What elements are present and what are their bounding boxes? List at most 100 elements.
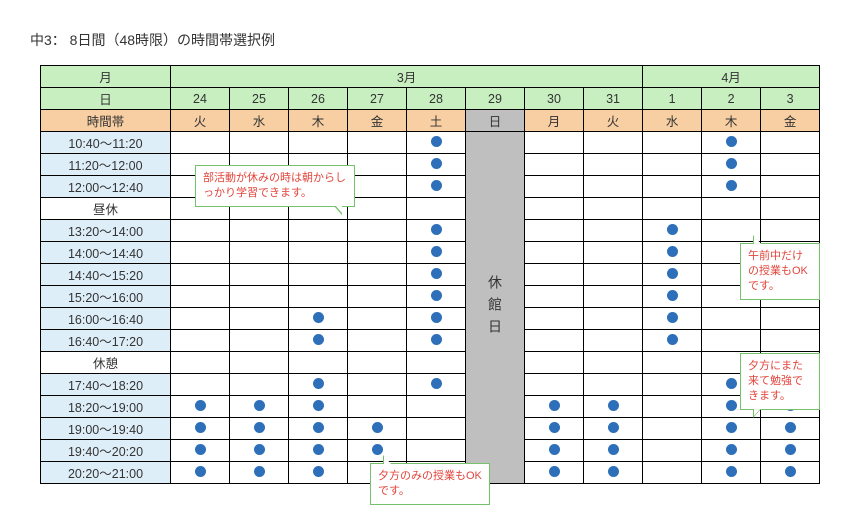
table-row: 休憩	[41, 352, 820, 374]
slot-cell	[171, 308, 230, 330]
slot-cell	[348, 352, 407, 374]
slot-cell	[171, 462, 230, 484]
callout-tail-icon	[753, 409, 761, 418]
callout: 部活動が休みの時は朝からしっかり学習できます。	[195, 165, 355, 207]
slot-cell	[761, 176, 820, 198]
dot-icon	[549, 444, 560, 455]
slot-cell	[407, 176, 466, 198]
slot-cell	[584, 286, 643, 308]
dot-icon	[431, 334, 442, 345]
slot-cell	[761, 440, 820, 462]
slot-cell	[230, 330, 289, 352]
slot-cell	[348, 264, 407, 286]
slot-cell	[289, 242, 348, 264]
row-label: 19:40～20:20	[41, 440, 171, 462]
slot-cell	[525, 242, 584, 264]
table-row: 16:00～16:40	[41, 308, 820, 330]
dot-icon	[667, 334, 678, 345]
slot-cell	[348, 154, 407, 176]
slot-cell	[407, 440, 466, 462]
slot-cell	[230, 418, 289, 440]
slot-cell	[348, 220, 407, 242]
slot-cell	[289, 286, 348, 308]
header-weekday: 木	[702, 110, 761, 132]
dot-icon	[549, 466, 560, 477]
header-weekday: 金	[348, 110, 407, 132]
header-month: 4月	[643, 66, 820, 88]
table-row: 16:40～17:20	[41, 330, 820, 352]
slot-cell	[584, 374, 643, 396]
table-row: 12:00～12:40	[41, 176, 820, 198]
dot-icon	[254, 466, 265, 477]
slot-cell	[407, 418, 466, 440]
slot-cell	[584, 198, 643, 220]
row-label: 18:20～19:00	[41, 396, 171, 418]
slot-cell	[407, 352, 466, 374]
schedule-grid-wrap: 月3月4月日2425262728293031123時間帯火水木金土日月火水木金 …	[40, 65, 820, 484]
slot-cell	[584, 418, 643, 440]
slot-cell	[643, 198, 702, 220]
slot-cell	[584, 176, 643, 198]
table-row: 19:00～19:40	[41, 418, 820, 440]
dot-icon	[667, 268, 678, 279]
dot-icon	[608, 400, 619, 411]
table-body: 10:40～11:20休館日11:20～12:0012:00～12:40昼休13…	[41, 132, 820, 484]
dot-icon	[372, 422, 383, 433]
row-label: 16:00～16:40	[41, 308, 171, 330]
callout: 夕方にまた来て勉強できます。	[740, 353, 820, 410]
slot-cell	[230, 242, 289, 264]
header-day: 27	[348, 88, 407, 110]
dot-icon	[431, 224, 442, 235]
slot-cell	[525, 396, 584, 418]
row-label: 19:00～19:40	[41, 418, 171, 440]
slot-cell	[584, 242, 643, 264]
slot-cell	[584, 462, 643, 484]
slot-cell	[584, 440, 643, 462]
slot-cell	[525, 330, 584, 352]
dot-icon	[608, 422, 619, 433]
page-title: 中3： 8日間（48時限）の時間帯選択例	[30, 30, 812, 50]
dot-icon	[195, 444, 206, 455]
dot-icon	[313, 334, 324, 345]
header-weekday: 木	[289, 110, 348, 132]
slot-cell	[407, 286, 466, 308]
table-row: 昼休	[41, 198, 820, 220]
slot-cell	[348, 176, 407, 198]
slot-cell	[171, 220, 230, 242]
slot-cell	[407, 396, 466, 418]
dot-icon	[726, 180, 737, 191]
slot-cell	[761, 154, 820, 176]
dot-icon	[726, 378, 737, 389]
header-day: 28	[407, 88, 466, 110]
callout-tail-icon	[753, 235, 761, 244]
dot-icon	[431, 378, 442, 389]
dot-icon	[726, 466, 737, 477]
slot-cell	[702, 132, 761, 154]
slot-cell	[643, 418, 702, 440]
dot-icon	[313, 378, 324, 389]
callout: 午前中だけの授業もOKです。	[740, 243, 820, 300]
header-day: 25	[230, 88, 289, 110]
header-day: 3	[761, 88, 820, 110]
slot-cell	[289, 220, 348, 242]
table-row: 11:20～12:00	[41, 154, 820, 176]
dot-icon	[313, 422, 324, 433]
slot-cell	[289, 330, 348, 352]
dot-icon	[431, 268, 442, 279]
header-day: 29	[466, 88, 525, 110]
slot-cell	[171, 352, 230, 374]
slot-cell	[348, 198, 407, 220]
slot-cell	[643, 396, 702, 418]
dot-icon	[726, 400, 737, 411]
slot-cell	[407, 132, 466, 154]
dot-icon	[608, 466, 619, 477]
table-head: 月3月4月日2425262728293031123時間帯火水木金土日月火水木金	[41, 66, 820, 132]
slot-cell	[230, 462, 289, 484]
header-weekday: 土	[407, 110, 466, 132]
slot-cell	[407, 198, 466, 220]
slot-cell	[289, 462, 348, 484]
dot-icon	[785, 422, 796, 433]
dot-icon	[431, 312, 442, 323]
dot-icon	[254, 444, 265, 455]
dot-icon	[726, 444, 737, 455]
